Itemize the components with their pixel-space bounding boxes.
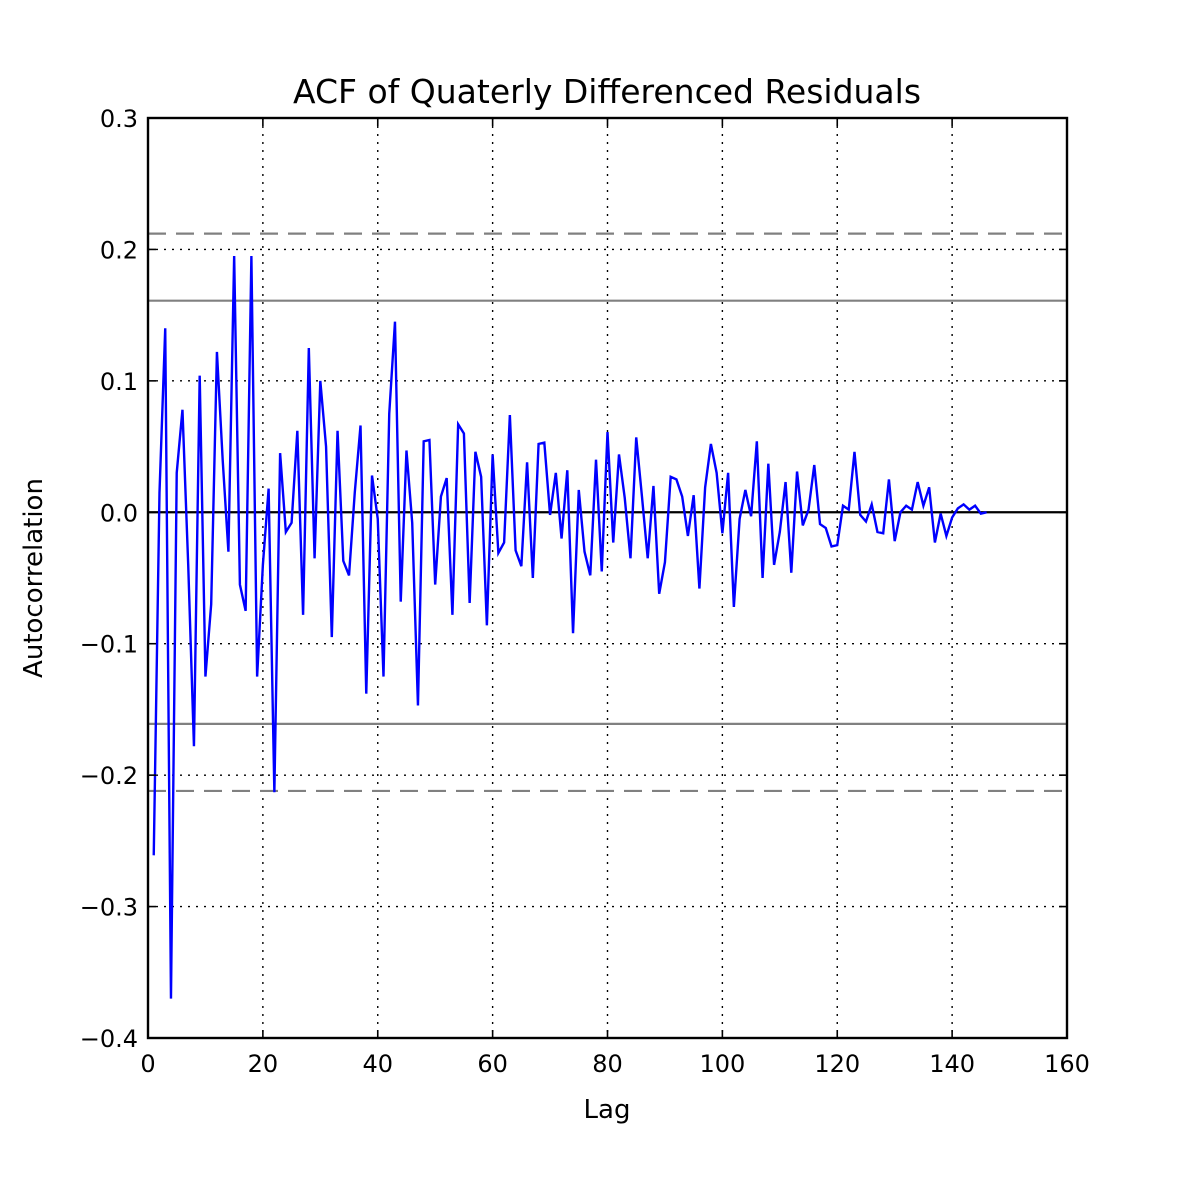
axis-ticks [147,117,1068,1039]
acf-series [152,255,987,999]
y-tick-label: 0.3 [100,105,138,133]
x-axis-label: Lag [584,1095,631,1125]
y-tick-label: −0.2 [80,762,138,790]
y-tick-label: 0.0 [100,499,138,527]
y-tick-label: −0.4 [80,1025,138,1053]
y-tick-label: −0.3 [80,894,138,922]
x-tick-label: 40 [362,1050,393,1078]
y-axis-label: Autocorrelation [19,478,49,678]
y-tick-label: 0.1 [100,368,138,396]
x-tick-label: 20 [248,1050,279,1078]
y-tick-label: 0.2 [100,236,138,264]
grid-lines [148,118,1067,1038]
x-tick-label: 140 [929,1050,975,1078]
chart-title: ACF of Quaterly Differenced Residuals [293,72,921,111]
x-tick-label: 100 [699,1050,745,1078]
x-tick-label: 0 [140,1050,155,1078]
x-tick-label: 80 [592,1050,623,1078]
x-tick-label: 120 [814,1050,860,1078]
axis-tick-labels: 0 20 40 60 80 100 120 140 160 −0.4 −0.3 −0.2 −0.1 0.0… [80,105,1090,1078]
acf-line [152,255,987,999]
x-tick-label: 160 [1044,1050,1090,1078]
y-tick-label: −0.1 [80,631,138,659]
confidence-band-lines [148,232,1067,793]
x-tick-label: 60 [477,1050,508,1078]
